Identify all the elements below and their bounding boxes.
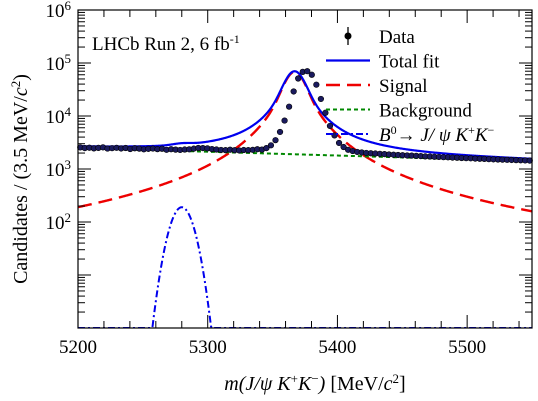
data-point [267,142,275,149]
y-tick-label: 105 [46,51,72,76]
data-point [281,117,288,124]
legend-label: Signal [379,76,428,97]
x-tick-label: 5400 [318,337,356,358]
legend-entry-data: Data [344,27,415,48]
data-point [276,128,284,136]
data-point [263,144,270,152]
data-point [313,81,320,88]
x-axis-label: m(J/ψ K+K−) [MeV/c2] [224,371,405,396]
data-point [340,143,347,151]
data-point [290,88,297,95]
experiment-annotation: LHCb Run 2, 6 fb-1 [92,32,240,55]
axes: 5200 5300 5400 5500 102 103 104 105 106 [46,0,533,358]
data-point [295,75,302,82]
legend-entry-background: Background [326,101,472,122]
legend-label: B0→ J/ ψ K+K− [379,123,495,146]
data-point [331,132,338,139]
legend-label: Background [379,101,472,122]
data-point [272,137,279,144]
y-tick-label: 106 [46,0,72,22]
y-axis-label: Candidates / (3.5 MeV/c2) [8,74,33,284]
legend-label: Total fit [379,52,440,73]
data-point [286,103,293,110]
data-points [77,68,533,164]
y-tick-label: 102 [46,210,72,235]
legend-data-marker [344,32,352,40]
plot-frame [77,9,533,329]
data-point [317,95,324,103]
bd-component-curve [78,206,532,328]
data-point [322,109,329,116]
legend-entry-bd: B0→ J/ ψ K+K− [326,123,495,146]
legend-entry-total: Total fit [326,52,440,73]
y-tick-label: 103 [46,157,72,182]
data-point [326,122,334,130]
data-point [304,68,311,75]
legend-entry-signal: Signal [326,76,428,97]
legend-label: Data [379,27,415,48]
y-tick-label: 104 [46,104,72,129]
x-tick-label: 5200 [59,337,97,358]
data-point [335,139,343,147]
data-point [308,71,315,78]
x-tick-label: 5500 [448,337,486,358]
x-tick-label: 5300 [189,337,227,358]
